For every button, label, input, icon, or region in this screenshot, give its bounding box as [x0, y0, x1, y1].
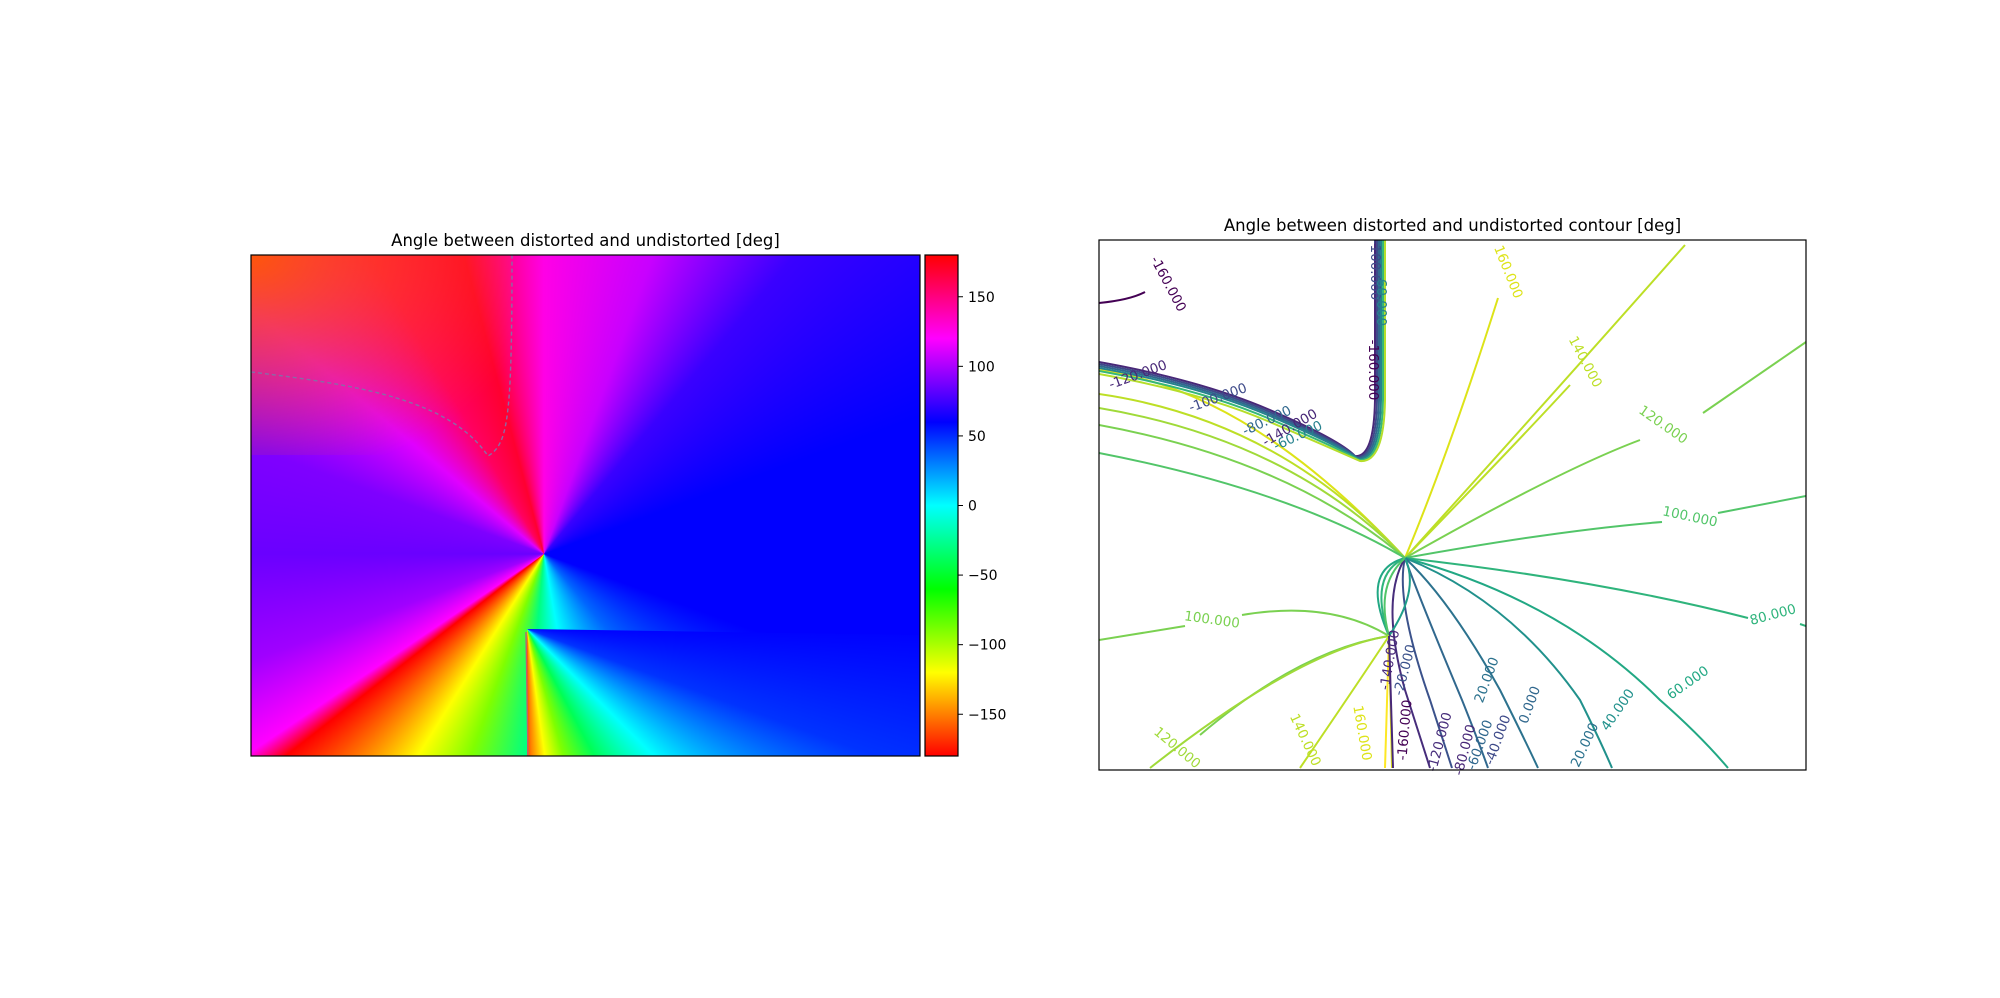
contour-line: [1099, 452, 1406, 559]
contour-line: [1099, 240, 1382, 461]
colorbar-tick-label: 50: [968, 429, 986, 445]
contour-line: [1404, 384, 1571, 559]
contour-level-label: -160.000: [1365, 340, 1381, 401]
contour-line: [1099, 393, 1406, 559]
contour-line: [1404, 297, 1499, 559]
contour-level-label: 160.000: [1490, 243, 1526, 301]
contour-level-label: 0.000: [1516, 684, 1544, 726]
contour-level-label: -160.000: [1394, 699, 1415, 761]
heatmap-title: Angle between distorted and undistorted …: [391, 231, 780, 250]
contour-level-label: 20.000: [1471, 655, 1502, 705]
contour-line: [1149, 635, 1390, 769]
contour-level-label: 100.000: [1183, 608, 1241, 632]
heatmap-seam-upper: [251, 255, 513, 457]
angle-field-topleft-tint: [251, 255, 511, 455]
contour-line: [1099, 291, 1146, 304]
contour-line: [1099, 625, 1186, 641]
contour-line: [1702, 341, 1806, 414]
heatmap-panel: Angle between distorted and undistorted …: [250, 231, 1006, 757]
contour-line: [1384, 635, 1390, 769]
contour-line: [1388, 635, 1394, 769]
colorbar-tick-label: 100: [968, 359, 995, 375]
contour-line: [1404, 557, 1613, 769]
contour-title: Angle between distorted and undistorted …: [1224, 216, 1681, 235]
contour-line: [1099, 240, 1378, 459]
contour-level-label: -60.000: [1373, 274, 1389, 326]
contour-line: [1299, 635, 1390, 769]
contour-level-label: 40.000: [1598, 686, 1638, 734]
contour-level-label: 160.000: [1349, 704, 1374, 762]
contour-level-label: 120.000: [1636, 402, 1691, 447]
contour-level-label: -100.000: [1367, 240, 1383, 301]
contour-line: [1099, 240, 1380, 460]
contour-level-label: 60.000: [1664, 663, 1712, 703]
contour-line: [1404, 557, 1729, 769]
contour-line: [1099, 240, 1386, 463]
contour-line: [1404, 244, 1686, 559]
colorbar-tick-label: 150: [968, 290, 995, 306]
heatmap-seam-lower: [525, 631, 529, 756]
contour-line: [1099, 424, 1406, 559]
heatmap-image: [251, 255, 920, 756]
contour-level-label: 120.000: [1150, 724, 1203, 772]
contour-level-label: 80.000: [1748, 601, 1798, 629]
colorbar: 150 100 50 0 −50 −100 −150: [924, 254, 1006, 757]
contour-frame: [1098, 239, 1807, 771]
contour-line: [1404, 439, 1641, 559]
contour-level-label: 100.000: [1661, 503, 1719, 530]
contour-level-label: 20.000: [1568, 720, 1602, 770]
contour-line: [1241, 609, 1390, 637]
angle-field: [251, 255, 920, 756]
contour-line: [1099, 369, 1406, 559]
contour-line: [1099, 407, 1406, 559]
contour-line: [1099, 240, 1376, 458]
colorbar-gradient: [925, 255, 958, 756]
angle-field-lower: [527, 629, 920, 756]
contour-line: [1401, 557, 1453, 769]
contour-panel: Angle between distorted and undistorted …: [1098, 216, 1807, 777]
contour-line: [1404, 557, 1539, 769]
contour-line: [1799, 623, 1806, 627]
colorbar-ticks: 150 100 50 0 −50 −100 −150: [958, 290, 1006, 723]
colorbar-tick-label: −150: [968, 707, 1006, 723]
contour-line: [1383, 557, 1406, 637]
contour-line: [1404, 557, 1749, 619]
contour-line: [1376, 557, 1406, 637]
contour-line: [1717, 495, 1806, 514]
colorbar-tick-label: −50: [968, 568, 998, 584]
colorbar-tick-label: 0: [968, 499, 977, 515]
contour-lines: [1099, 240, 1806, 769]
colorbar-tick-label: −100: [968, 638, 1006, 654]
contour-level-label: -160.000: [1147, 253, 1190, 314]
contour-line: [1404, 557, 1489, 769]
heatmap-frame: [250, 254, 921, 757]
contour-line: [1391, 557, 1431, 769]
contour-line: [1388, 557, 1411, 637]
contour-line: [1404, 521, 1663, 559]
contour-line: [1099, 240, 1384, 462]
